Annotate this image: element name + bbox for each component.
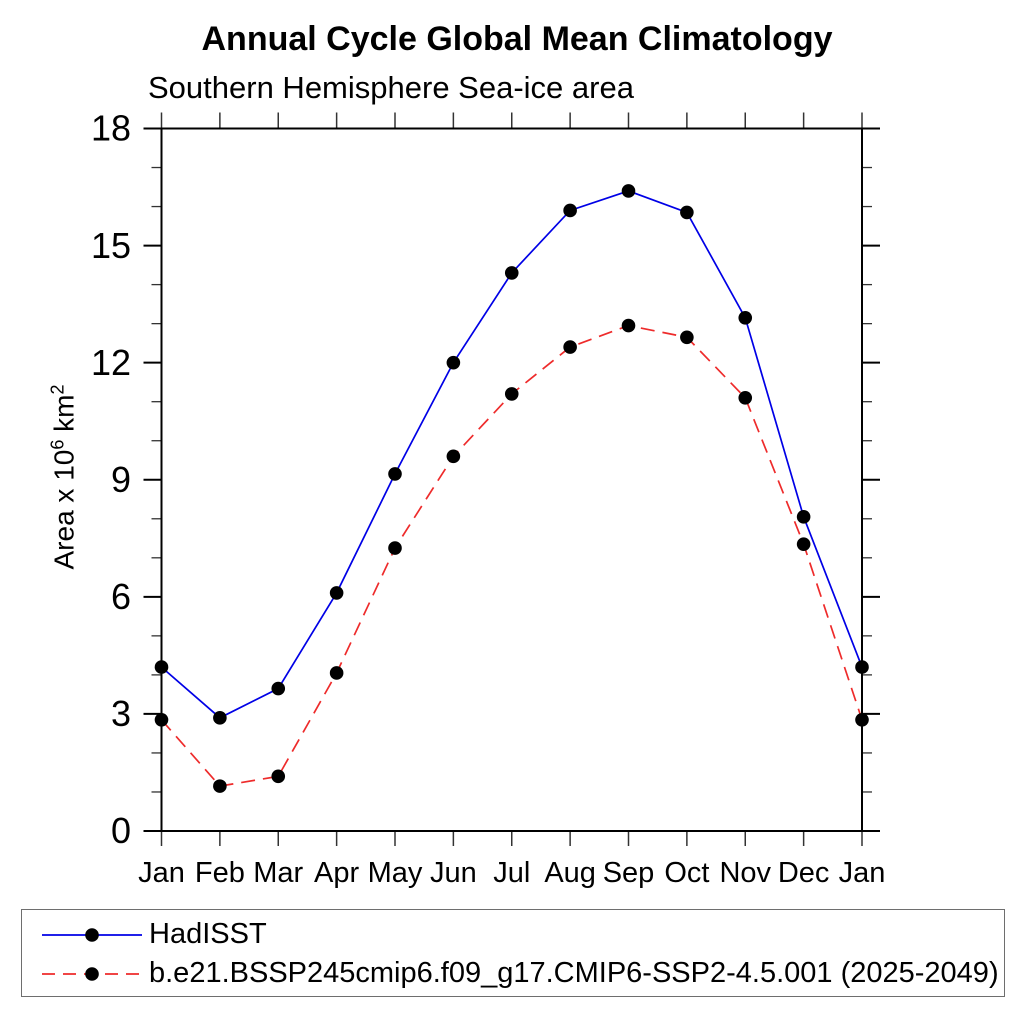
legend-label: HadISST [149,918,267,950]
legend-marker-dot [85,966,99,981]
data-point-marker-series-1 [738,390,753,405]
data-point-marker-series-0 [271,681,286,696]
chart-subtitle: Southern Hemisphere Sea-ice area [148,70,634,105]
x-axis-month-label: Nov [719,857,771,889]
data-point-marker-series-1 [680,330,694,345]
legend-item-model: b.e21.BSSP245cmip6.f09_g17.CMIP6-SSP2-4.… [40,954,1004,993]
data-point-marker-series-0 [154,660,169,674]
legend: HadISST b.e21.BSSP245cmip6.f09_g17.CMIP6… [21,909,1005,997]
legend-label: b.e21.BSSP245cmip6.f09_g17.CMIP6-SSP2-4.… [149,957,999,989]
data-point-marker-series-1 [855,712,869,727]
data-point-marker-series-1 [388,541,402,555]
data-point-marker-series-1 [446,449,461,464]
data-point-marker-series-0 [680,205,694,220]
data-point-marker-series-0 [446,355,461,370]
legend-sample-solid-line [42,927,142,942]
legend-marker-dot [85,927,99,942]
chart-title: Annual Cycle Global Mean Climatology [201,20,833,58]
y-axis-tick-label: 12 [91,342,131,383]
data-point-marker-series-0 [563,203,577,218]
x-axis-month-label: Jul [493,857,530,889]
data-point-marker-series-0 [388,467,402,481]
y-axis-tick-label: 6 [111,576,131,617]
data-point-marker-series-0 [796,510,811,524]
x-axis-month-label: Jan [138,857,185,889]
data-point-marker-series-1 [329,666,344,680]
data-point-marker-series-0 [504,266,519,280]
y-axis-tick-label: 15 [91,225,131,266]
plot-area: 0 3 6 9 12 15 18 Jan Feb Mar Apr May Jun Jul Aug Sep Oct… [91,108,886,889]
plot-frame [160,127,863,832]
x-axis-month-label: May [368,857,423,889]
y-axis-tick-label: 18 [91,108,131,149]
x-axis-month-label: Dec [778,857,830,889]
data-point-marker-series-1 [563,340,577,354]
data-point-marker-series-1 [621,318,636,333]
legend-item-hadisst: HadISST [40,915,1004,954]
x-axis-month-label: Sep [603,857,655,889]
x-axis-month-label: Jan [839,857,886,889]
data-point-marker-series-1 [504,387,519,401]
x-axis-month-label: Oct [664,857,709,889]
data-point-marker-series-1 [213,779,227,793]
data-point-marker-series-0 [855,660,869,674]
data-point-marker-series-1 [796,537,811,551]
x-axis-month-label: Apr [314,857,359,889]
x-axis-month-label: Feb [195,857,245,889]
data-point-marker-series-0 [213,711,227,725]
y-axis-tick-label: 3 [111,693,131,734]
data-point-marker-series-0 [738,310,753,325]
data-point-marker-series-0 [621,184,636,198]
x-axis-month-label: Jun [430,857,477,889]
data-point-marker-series-1 [154,712,169,727]
data-point-marker-series-0 [329,586,344,600]
x-axis-month-label: Aug [544,857,596,889]
legend-sample-dashed-line [42,966,142,981]
y-axis-tick-label: 0 [111,810,131,851]
x-axis-month-label: Mar [253,857,303,889]
data-point-marker-series-1 [271,769,286,784]
y-axis-tick-label: 9 [111,459,131,500]
